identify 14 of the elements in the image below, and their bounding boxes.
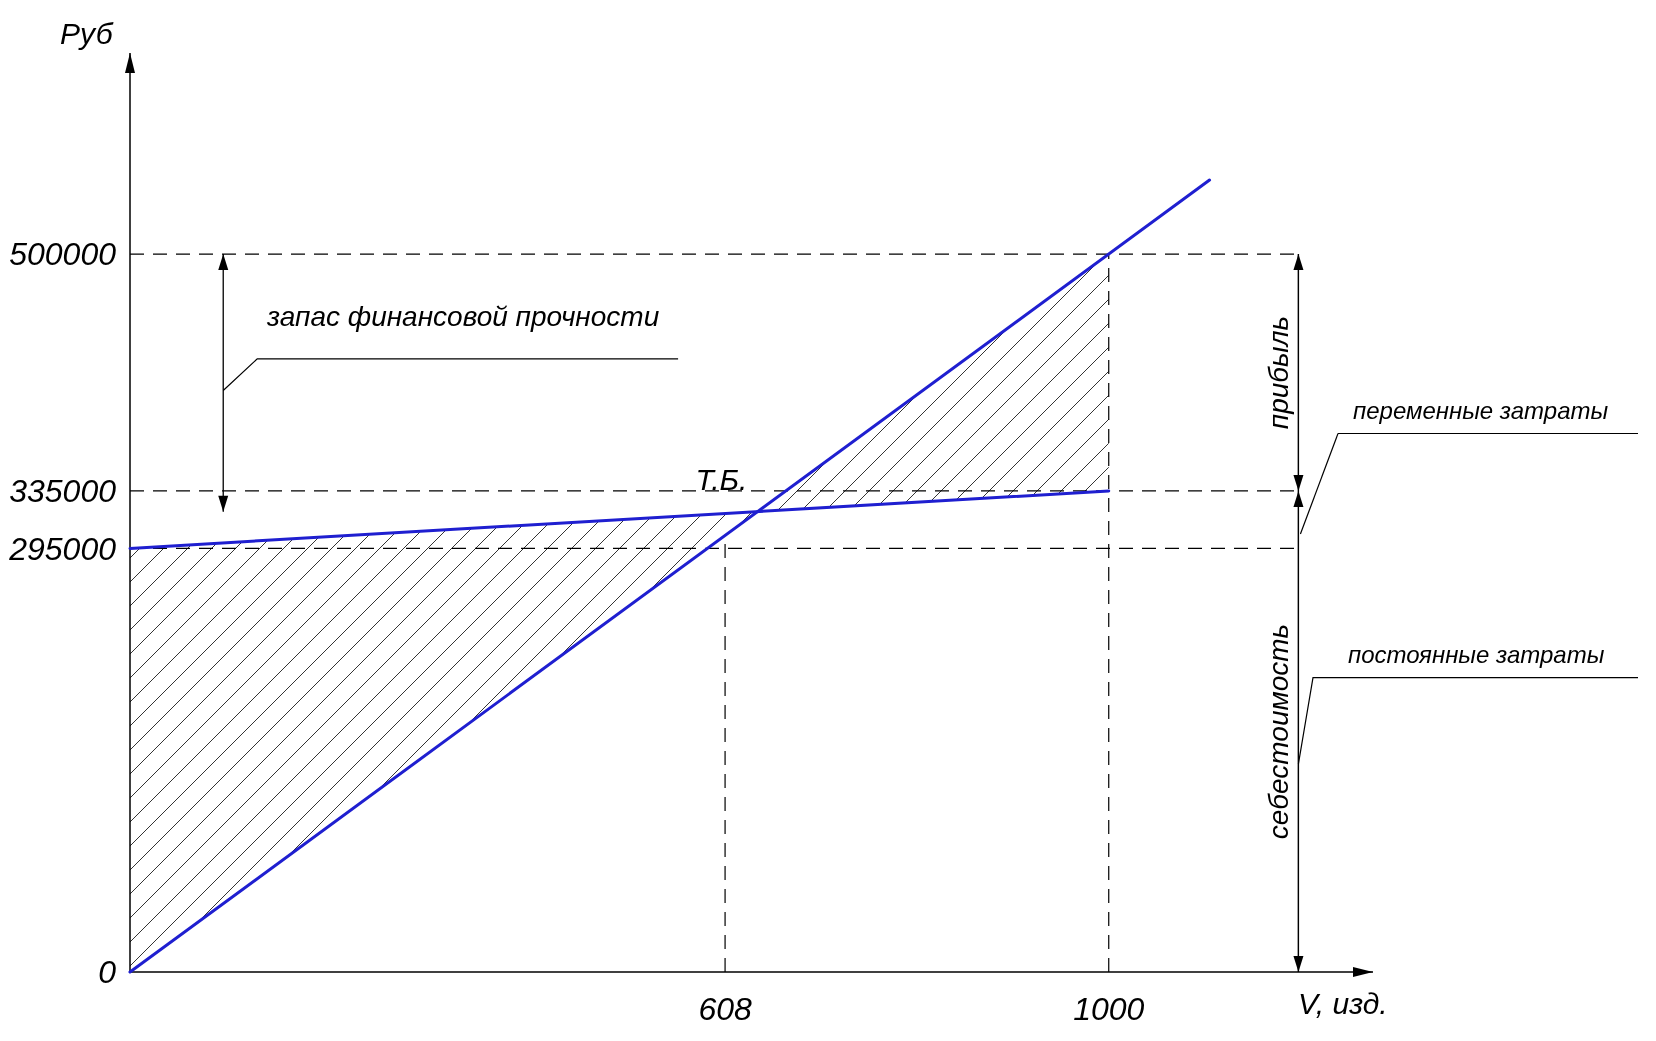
- annotation: Т.Б.: [695, 462, 748, 496]
- annotation: прибыль: [1263, 315, 1295, 430]
- y-tick-label: 295000: [8, 530, 117, 567]
- annotation: себестоимость: [1263, 623, 1295, 840]
- annotation: запас финансовой прочности: [266, 300, 660, 332]
- annotation: постоянные затраты: [1348, 641, 1605, 669]
- x-tick-label: 1000: [1073, 991, 1145, 1027]
- x-tick-label: 608: [698, 991, 752, 1027]
- y-tick-label: 0: [98, 954, 117, 991]
- y-axis-title: Руб: [60, 17, 114, 50]
- y-tick-label: 500000: [9, 236, 117, 273]
- y-tick-label: 335000: [9, 473, 117, 510]
- annotation: переменные затраты: [1353, 397, 1609, 425]
- x-axis-title: V, изд.: [1298, 987, 1388, 1020]
